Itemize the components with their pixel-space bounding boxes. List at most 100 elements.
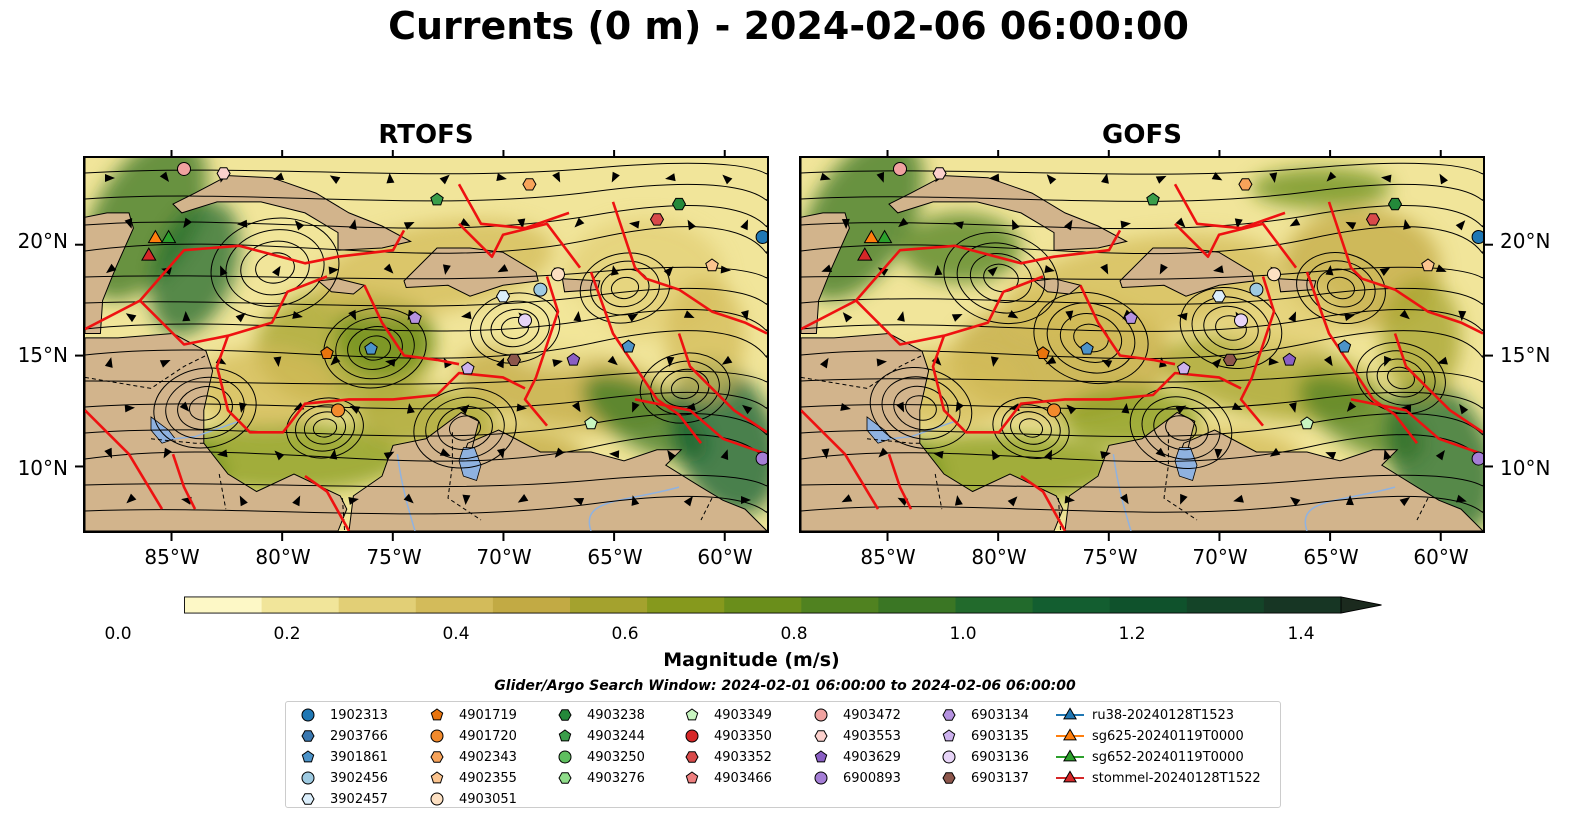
legend-item: 2903766 bbox=[292, 726, 388, 746]
panel-title-rtofs: RTOFS bbox=[378, 120, 474, 150]
lon-label: 60°W bbox=[1413, 545, 1469, 569]
legend-marker-icon bbox=[1056, 728, 1084, 741]
legend-item: sg625-20240119T0000 bbox=[1054, 726, 1244, 746]
colorbar-segment bbox=[647, 596, 725, 614]
lon-label: 80°W bbox=[255, 545, 311, 569]
lon-label: 65°W bbox=[1303, 545, 1359, 569]
legend-marker-icon bbox=[430, 792, 444, 806]
legend-item: 4903472 bbox=[805, 705, 901, 725]
legend-marker-icon bbox=[558, 709, 572, 721]
legend-label: 4903553 bbox=[843, 728, 901, 744]
legend-item: 4903349 bbox=[676, 705, 772, 725]
legend-label: ru38-20240128T1523 bbox=[1092, 707, 1235, 723]
legend-marker-icon bbox=[301, 708, 315, 722]
legend-marker-icon bbox=[301, 793, 315, 805]
legend-item: 4903352 bbox=[676, 747, 772, 767]
legend-label: 4902355 bbox=[459, 770, 517, 786]
legend-item: 4903244 bbox=[549, 726, 645, 746]
legend-item: 4903466 bbox=[676, 768, 772, 788]
search-window-text: Glider/Argo Search Window: 2024-02-01 06… bbox=[494, 678, 1076, 694]
legend-item: 6900893 bbox=[805, 768, 901, 788]
legend-label: 4903472 bbox=[843, 707, 901, 723]
legend-item: 3902457 bbox=[292, 789, 388, 809]
legend-label: 6900893 bbox=[843, 770, 901, 786]
lat-label-left: 20°N bbox=[17, 229, 68, 253]
colorbar bbox=[184, 596, 1382, 614]
legend-item: 6903136 bbox=[933, 747, 1029, 767]
legend-marker-icon bbox=[301, 730, 315, 742]
colorbar-segment bbox=[955, 596, 1034, 614]
colorbar-extend-arrow bbox=[1340, 596, 1382, 614]
legend-marker-icon bbox=[814, 750, 828, 763]
lon-label: 70°W bbox=[1192, 545, 1248, 569]
colorbar-tick-label: 0.0 bbox=[104, 624, 132, 644]
legend-marker-icon bbox=[301, 771, 315, 785]
legend-marker-icon bbox=[814, 771, 828, 785]
map-rtofs bbox=[85, 158, 767, 531]
colorbar-segment bbox=[801, 596, 879, 614]
legend-item: 4901719 bbox=[421, 705, 517, 725]
legend-marker-icon bbox=[1056, 749, 1084, 762]
legend-label: 3902457 bbox=[330, 791, 388, 807]
legend-item: 6903137 bbox=[933, 768, 1029, 788]
legend-marker-icon bbox=[685, 729, 699, 743]
legend-item: ru38-20240128T1523 bbox=[1054, 705, 1234, 725]
legend-item: 4901720 bbox=[421, 726, 517, 746]
legend-marker-icon bbox=[558, 772, 572, 784]
colorbar-segment bbox=[261, 596, 340, 614]
legend-label: sg625-20240119T0000 bbox=[1092, 728, 1244, 744]
legend-label: 2903766 bbox=[330, 728, 388, 744]
legend-label: 4903276 bbox=[587, 770, 645, 786]
colorbar-segment bbox=[1032, 596, 1111, 614]
legend-label: 4901720 bbox=[459, 728, 517, 744]
legend-item: 4902355 bbox=[421, 768, 517, 788]
panel-title-gofs: GOFS bbox=[1102, 120, 1182, 150]
legend-label: 4903349 bbox=[714, 707, 772, 723]
legend-item: 4902343 bbox=[421, 747, 517, 767]
lon-label: 80°W bbox=[971, 545, 1027, 569]
colorbar-segment bbox=[724, 596, 802, 614]
legend-label: 4903238 bbox=[587, 707, 645, 723]
legend-label: 4901719 bbox=[459, 707, 517, 723]
axis-ticks bbox=[75, 150, 1493, 541]
lon-label: 85°W bbox=[144, 545, 200, 569]
colorbar-tick-label: 0.8 bbox=[780, 624, 808, 644]
legend-marker-icon bbox=[942, 772, 956, 784]
legend-label: 4902343 bbox=[459, 749, 517, 765]
legend-marker-icon bbox=[685, 771, 699, 784]
legend-item: 6903135 bbox=[933, 726, 1029, 746]
legend-marker-icon bbox=[430, 729, 444, 743]
lon-label: 75°W bbox=[366, 545, 422, 569]
legend-label: 4903250 bbox=[587, 749, 645, 765]
legend-item: 6903134 bbox=[933, 705, 1029, 725]
colorbar-segment bbox=[492, 596, 571, 614]
lon-label: 75°W bbox=[1082, 545, 1138, 569]
legend-label: 4903350 bbox=[714, 728, 772, 744]
colorbar-segment bbox=[1186, 596, 1265, 614]
legend-item: 3901861 bbox=[292, 747, 388, 767]
colorbar-segment bbox=[184, 596, 263, 614]
legend-label: 6903137 bbox=[971, 770, 1029, 786]
legend-item: 4903350 bbox=[676, 726, 772, 746]
map-panel-rtofs[interactable] bbox=[83, 156, 769, 533]
legend-marker-icon bbox=[814, 708, 828, 722]
legend-marker-icon bbox=[430, 708, 444, 721]
legend-item: 4903553 bbox=[805, 726, 901, 746]
colorbar-segment bbox=[878, 596, 956, 614]
legend-item: 4903238 bbox=[549, 705, 645, 725]
legend-marker-icon bbox=[301, 750, 315, 763]
lat-label-right: 15°N bbox=[1500, 343, 1551, 367]
legend-marker-icon bbox=[1056, 770, 1084, 783]
lon-label: 85°W bbox=[860, 545, 916, 569]
legend-item: 4903276 bbox=[549, 768, 645, 788]
legend-label: 6903134 bbox=[971, 707, 1029, 723]
lon-label: 65°W bbox=[587, 545, 643, 569]
legend-item: 4903629 bbox=[805, 747, 901, 767]
legend-label: 4903352 bbox=[714, 749, 772, 765]
colorbar-tick-label: 1.4 bbox=[1287, 624, 1315, 644]
legend-label: sg652-20240119T0000 bbox=[1092, 749, 1244, 765]
map-panel-gofs[interactable] bbox=[799, 156, 1485, 533]
legend-label: stommel-20240128T1522 bbox=[1092, 770, 1261, 786]
legend-label: 6903135 bbox=[971, 728, 1029, 744]
legend-label: 4903051 bbox=[459, 791, 517, 807]
